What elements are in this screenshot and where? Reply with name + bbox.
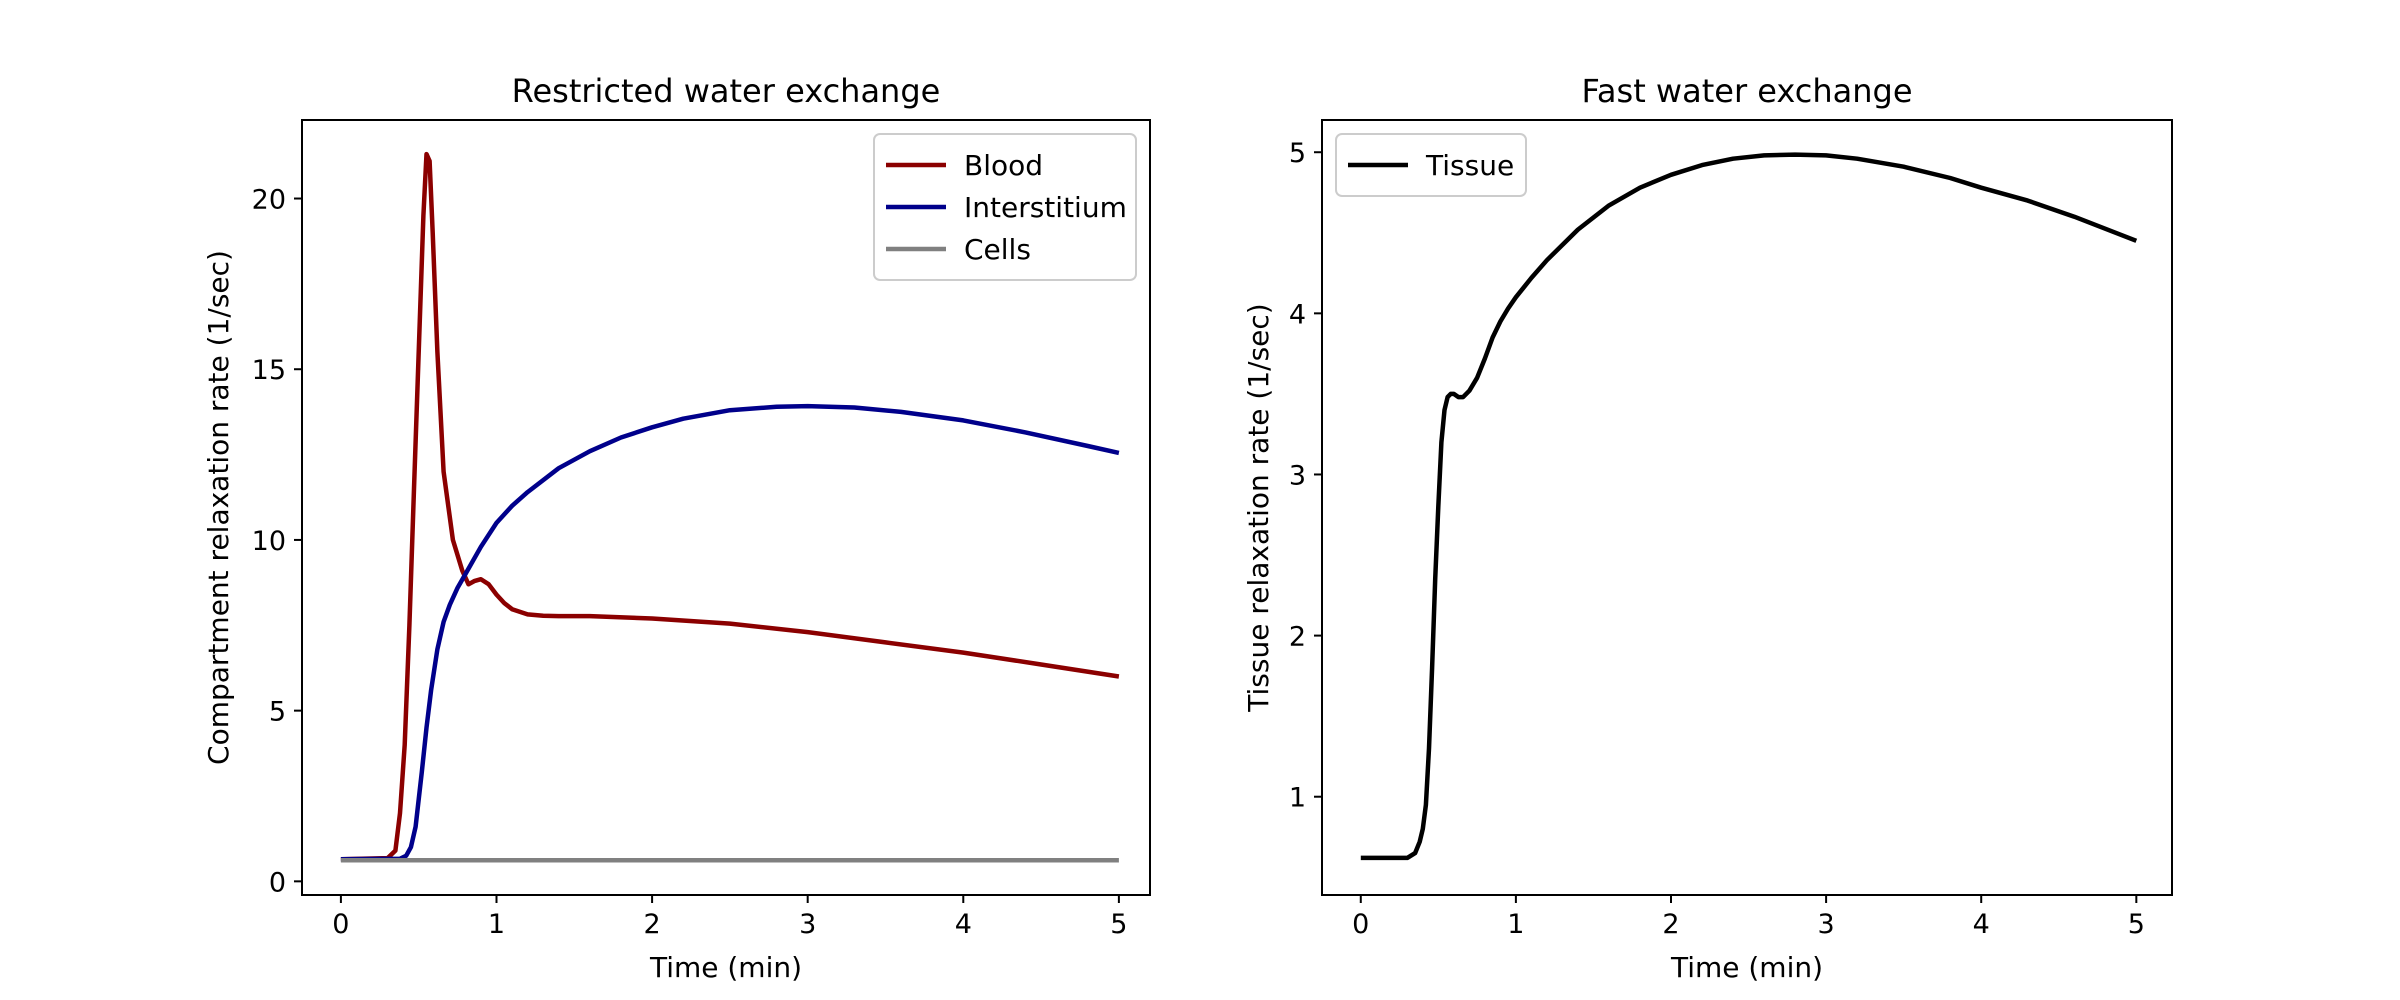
- y-tick-label: 20: [252, 185, 286, 216]
- x-tick-label: 1: [1507, 909, 1524, 940]
- y-tick-label: 0: [269, 867, 286, 898]
- x-tick-label: 0: [1352, 909, 1369, 940]
- x-axis-label: Time (min): [649, 951, 802, 984]
- y-tick-label: 1: [1289, 783, 1306, 814]
- legend-label-cells: Cells: [964, 233, 1031, 266]
- series-line-interstitium: [340, 403, 1120, 862]
- y-axis-label: Compartment relaxation rate (1/sec): [202, 250, 235, 765]
- axes-frame: [1321, 119, 2173, 896]
- y-tick-label: 4: [1289, 299, 1306, 330]
- chart-title: Fast water exchange: [1581, 72, 1912, 110]
- chart-title: Restricted water exchange: [512, 72, 941, 110]
- series-line-blood: [340, 151, 1120, 862]
- legend-box: [1335, 133, 1527, 197]
- legend-label-blood: Blood: [964, 149, 1043, 182]
- x-tick-label: 5: [2128, 909, 2145, 940]
- legend-box: [873, 133, 1137, 281]
- x-tick-label: 2: [1662, 909, 1679, 940]
- chart-restricted-water-exchange: Restricted water exchange 0 1 2 3 4 5 0 5 10 15 20 T…: [202, 72, 1151, 984]
- legend: Tissue: [1335, 133, 1527, 197]
- x-tick-label: 0: [332, 909, 349, 940]
- y-tick-label: 10: [252, 526, 286, 557]
- y-tick-label: 3: [1289, 460, 1306, 491]
- x-axis-label: Time (min): [1670, 951, 1823, 984]
- chart-fast-water-exchange: Fast water exchange 0 1 2 3 4 5 1 2 3 4 5 Time (min)…: [1242, 72, 2173, 984]
- legend: Blood Interstitium Cells: [873, 133, 1137, 281]
- x-tick-label: 3: [799, 909, 816, 940]
- x-tick-label: 2: [643, 909, 660, 940]
- x-tick-label: 5: [1110, 909, 1127, 940]
- x-tick-label: 4: [1973, 909, 1990, 940]
- x-tick-label: 1: [488, 909, 505, 940]
- y-tick-label: 2: [1289, 622, 1306, 653]
- y-axis-label: Tissue relaxation rate (1/sec): [1242, 303, 1275, 712]
- x-tick-label: 4: [955, 909, 972, 940]
- legend-label-interstitium: Interstitium: [964, 191, 1127, 224]
- legend-label-tissue: Tissue: [1425, 149, 1514, 182]
- y-tick-label: 5: [269, 697, 286, 728]
- axes-frame: [301, 119, 1151, 896]
- y-tick-label: 15: [252, 355, 286, 386]
- series-line-tissue: [1360, 152, 2138, 861]
- x-tick-label: 3: [1818, 909, 1835, 940]
- y-tick-label: 5: [1289, 138, 1306, 169]
